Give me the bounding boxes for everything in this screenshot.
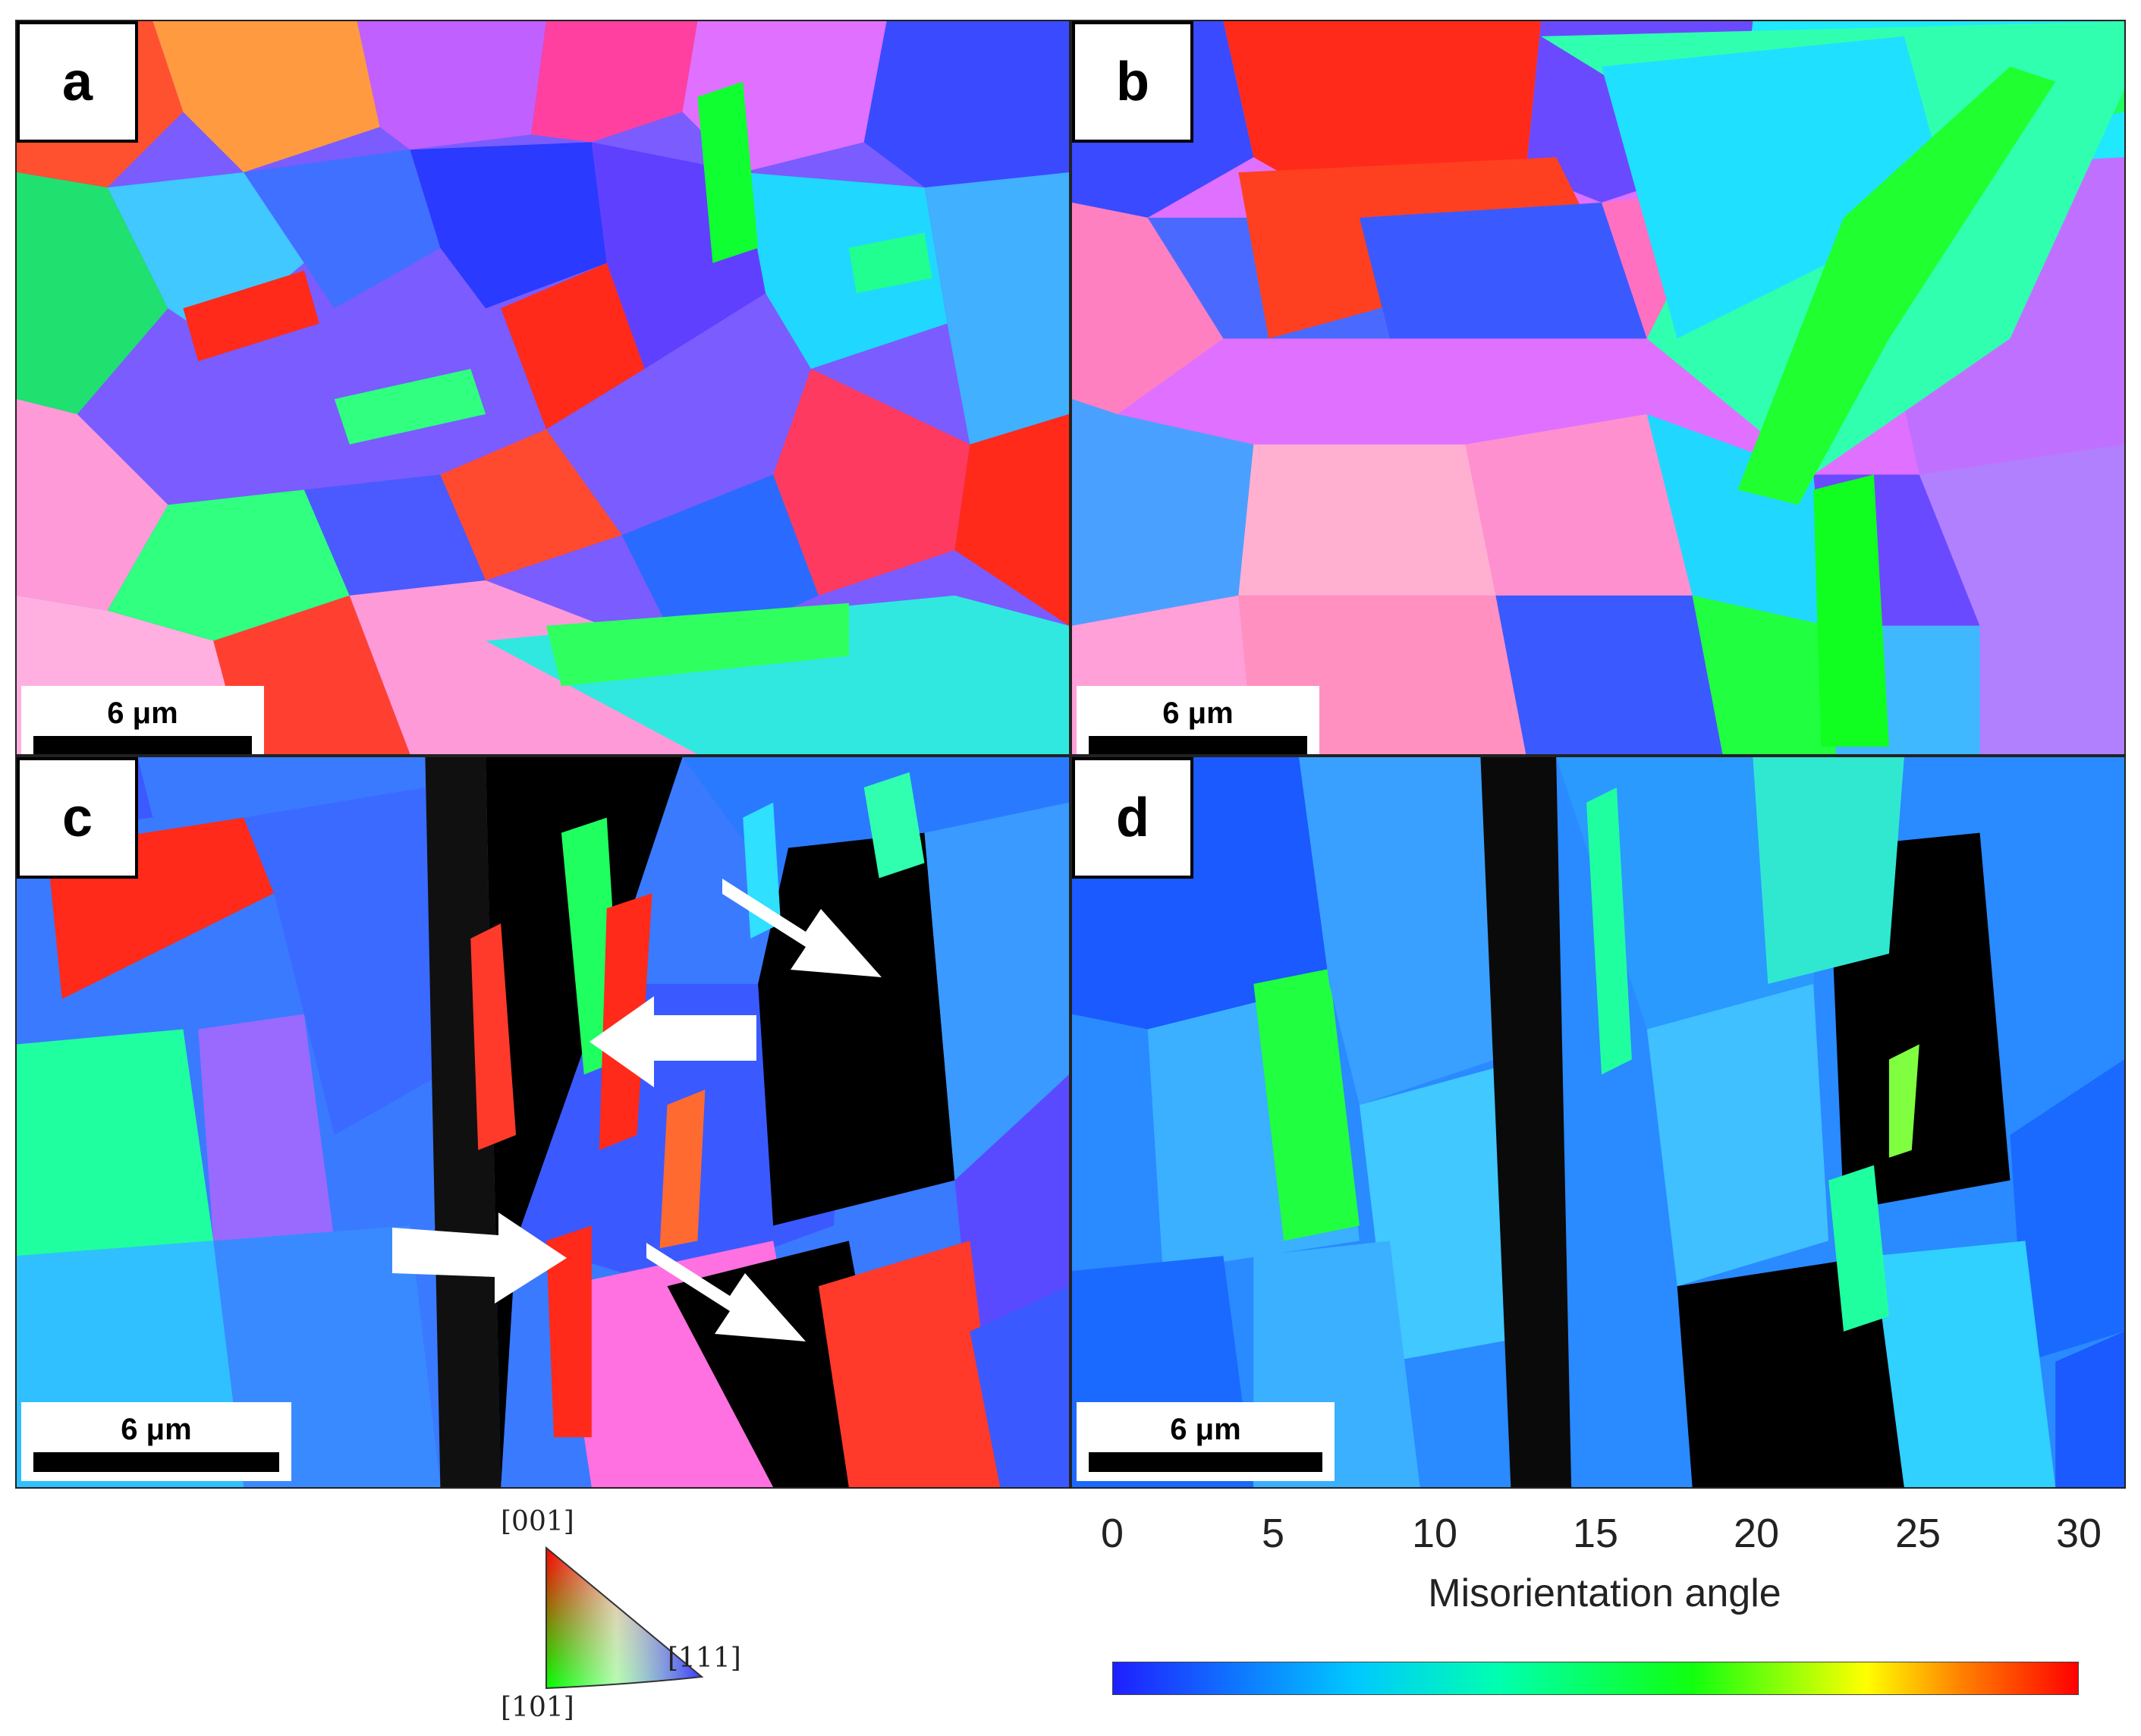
- scale-bar-b: 6 μm: [1077, 686, 1319, 754]
- scale-bar-c: 6 μm: [21, 1402, 291, 1481]
- legend-tick: 25: [1894, 1511, 1941, 1556]
- scale-bar-label-d: 6 μm: [1170, 1413, 1241, 1446]
- panel-c: c 6 μm: [15, 756, 1070, 1489]
- panel-label-c: c: [17, 757, 138, 879]
- legend-tick: 30: [2055, 1511, 2102, 1556]
- ipf-triangle: [545, 1546, 704, 1690]
- color-bar: [1112, 1662, 2079, 1695]
- scale-bar-line-d: [1089, 1452, 1322, 1472]
- panel-label-a: a: [17, 21, 138, 143]
- legend-tick: 0: [1100, 1511, 1124, 1556]
- scale-bar-label-c: 6 μm: [121, 1413, 192, 1446]
- legend-ticks: 0 5 10 15 20 25 30: [1093, 1510, 2117, 1563]
- panel-a: a 6 μm: [15, 20, 1070, 756]
- panel-b: b 6 μm: [1070, 20, 2126, 756]
- legend-tick: 15: [1572, 1511, 1619, 1556]
- legend-tick: 10: [1411, 1511, 1458, 1556]
- arrow-2: [589, 996, 756, 1087]
- scale-bar-d: 6 μm: [1077, 1402, 1335, 1481]
- misorientation-legend: 0 5 10 15 20 25 30 Misorientation angle: [1093, 1510, 2117, 1715]
- legend-title: Misorientation angle: [1428, 1571, 1781, 1615]
- legend-tick: 5: [1261, 1511, 1285, 1556]
- orientation-map-a: [17, 21, 1069, 754]
- scale-bar-line-a: [33, 736, 252, 754]
- misorientation-map-d: [1072, 757, 2124, 1487]
- arrow-1: [722, 879, 882, 977]
- ipf-label-001: [001]: [501, 1506, 574, 1537]
- scale-bar-label-b: 6 μm: [1162, 697, 1234, 730]
- scale-bar-a: 6 μm: [21, 686, 264, 754]
- ipf-label-101: [101]: [501, 1692, 574, 1723]
- scale-bar-line-c: [33, 1452, 279, 1472]
- ipf-color-key: [001] [111] [101]: [493, 1506, 781, 1734]
- scale-bar-line-b: [1089, 736, 1307, 754]
- scale-bar-label-a: 6 μm: [107, 697, 178, 730]
- panel-d: d 6 μm: [1070, 756, 2126, 1489]
- orientation-map-b: [1072, 21, 2124, 754]
- arrow-4: [646, 1243, 806, 1341]
- panel-label-b: b: [1072, 21, 1193, 143]
- legend-tick: 20: [1733, 1511, 1780, 1556]
- orientation-map-c: [17, 757, 1069, 1487]
- arrow-3: [392, 1212, 567, 1304]
- ipf-label-111: [111]: [668, 1643, 741, 1674]
- panel-label-d: d: [1072, 757, 1193, 879]
